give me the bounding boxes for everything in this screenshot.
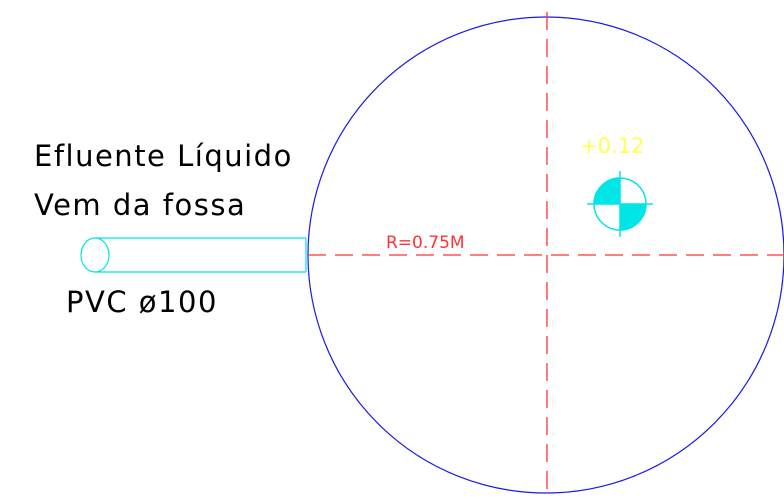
elevation-label: +0.12 [580, 134, 644, 158]
radius-label: R=0.75M [386, 233, 465, 253]
inflow-pipe [80, 237, 307, 273]
inflow-label-line2: Vem da fossa [34, 188, 246, 222]
quartered-circle-icon [587, 171, 653, 237]
circle-end-icon [80, 237, 110, 273]
pipe-spec-label: PVC ø100 [66, 285, 218, 319]
inflow-label-line1: Efluente Líquido [34, 139, 293, 173]
